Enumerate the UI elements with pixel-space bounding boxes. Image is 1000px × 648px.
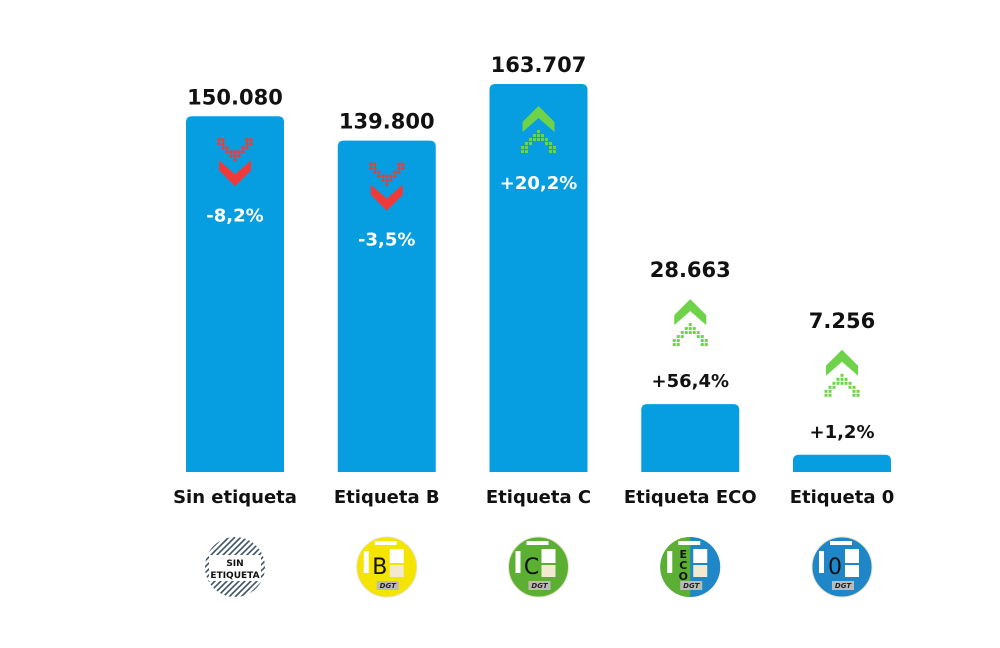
bar-group: 150.080 -8,2% Sin etiqueta SIN ETIQUETA [173,85,297,597]
badge-text: C [524,555,539,580]
dgt-logo: DGT [835,582,852,590]
badge-text: SIN [226,559,243,569]
bar [793,454,891,472]
badge-text: 0 [828,555,842,580]
change-label: -8,2% [206,205,263,226]
badge-text: C [679,559,687,572]
down-arrow-icon [217,138,253,187]
bar-group: 139.800 -3,5% Etiqueta B DGT B [334,110,440,598]
bar [489,84,588,472]
change-label: -3,5% [358,230,415,251]
value-label: 150.080 [187,85,283,109]
change-label: +56,4% [651,371,729,392]
category-label: Etiqueta B [334,487,440,508]
badge-text: B [372,555,387,580]
up-arrow-icon [824,349,860,397]
etiqueta-b-badge-icon: DGT B [356,536,418,598]
etiqueta-0-badge-icon: DGT 0 [811,536,873,598]
bar [337,140,436,473]
bar-group: 7.256 +1,2% Etiqueta 0 DGT 0 [790,309,895,598]
bar [186,116,284,473]
up-arrow-icon [521,106,556,153]
up-arrow-icon [672,299,708,347]
change-label: +1,2% [809,422,874,443]
bar-group: 28.663 +56,4% Etiqueta ECO DGT ECO [624,258,757,597]
category-label: Sin etiqueta [173,487,297,508]
value-label: 139.800 [339,110,435,134]
change-label: +20,2% [500,173,578,194]
value-label: 28.663 [650,258,731,282]
dgt-logo: DGT [380,582,397,590]
value-label: 163.707 [491,53,587,77]
badge-text: O [679,570,688,583]
etiqueta-c-badge-icon: DGT C [508,536,569,598]
badge-text: ETIQUETA [210,571,259,581]
bar-group: 163.707 +20,2% Etiqueta C DGT C [486,53,591,598]
dgt-logo: DGT [683,582,700,590]
category-label: Etiqueta 0 [790,487,895,508]
value-label: 7.256 [809,309,875,333]
bar [641,404,740,472]
category-label: Etiqueta C [486,487,591,508]
sin-etiqueta-badge-icon: SIN ETIQUETA [205,537,265,597]
down-arrow-icon [369,162,405,211]
etiqueta-eco-badge-icon: DGT ECO [660,537,721,597]
badge-text: E [679,548,687,561]
category-label: Etiqueta ECO [624,487,757,508]
dgt-logo: DGT [531,582,548,590]
